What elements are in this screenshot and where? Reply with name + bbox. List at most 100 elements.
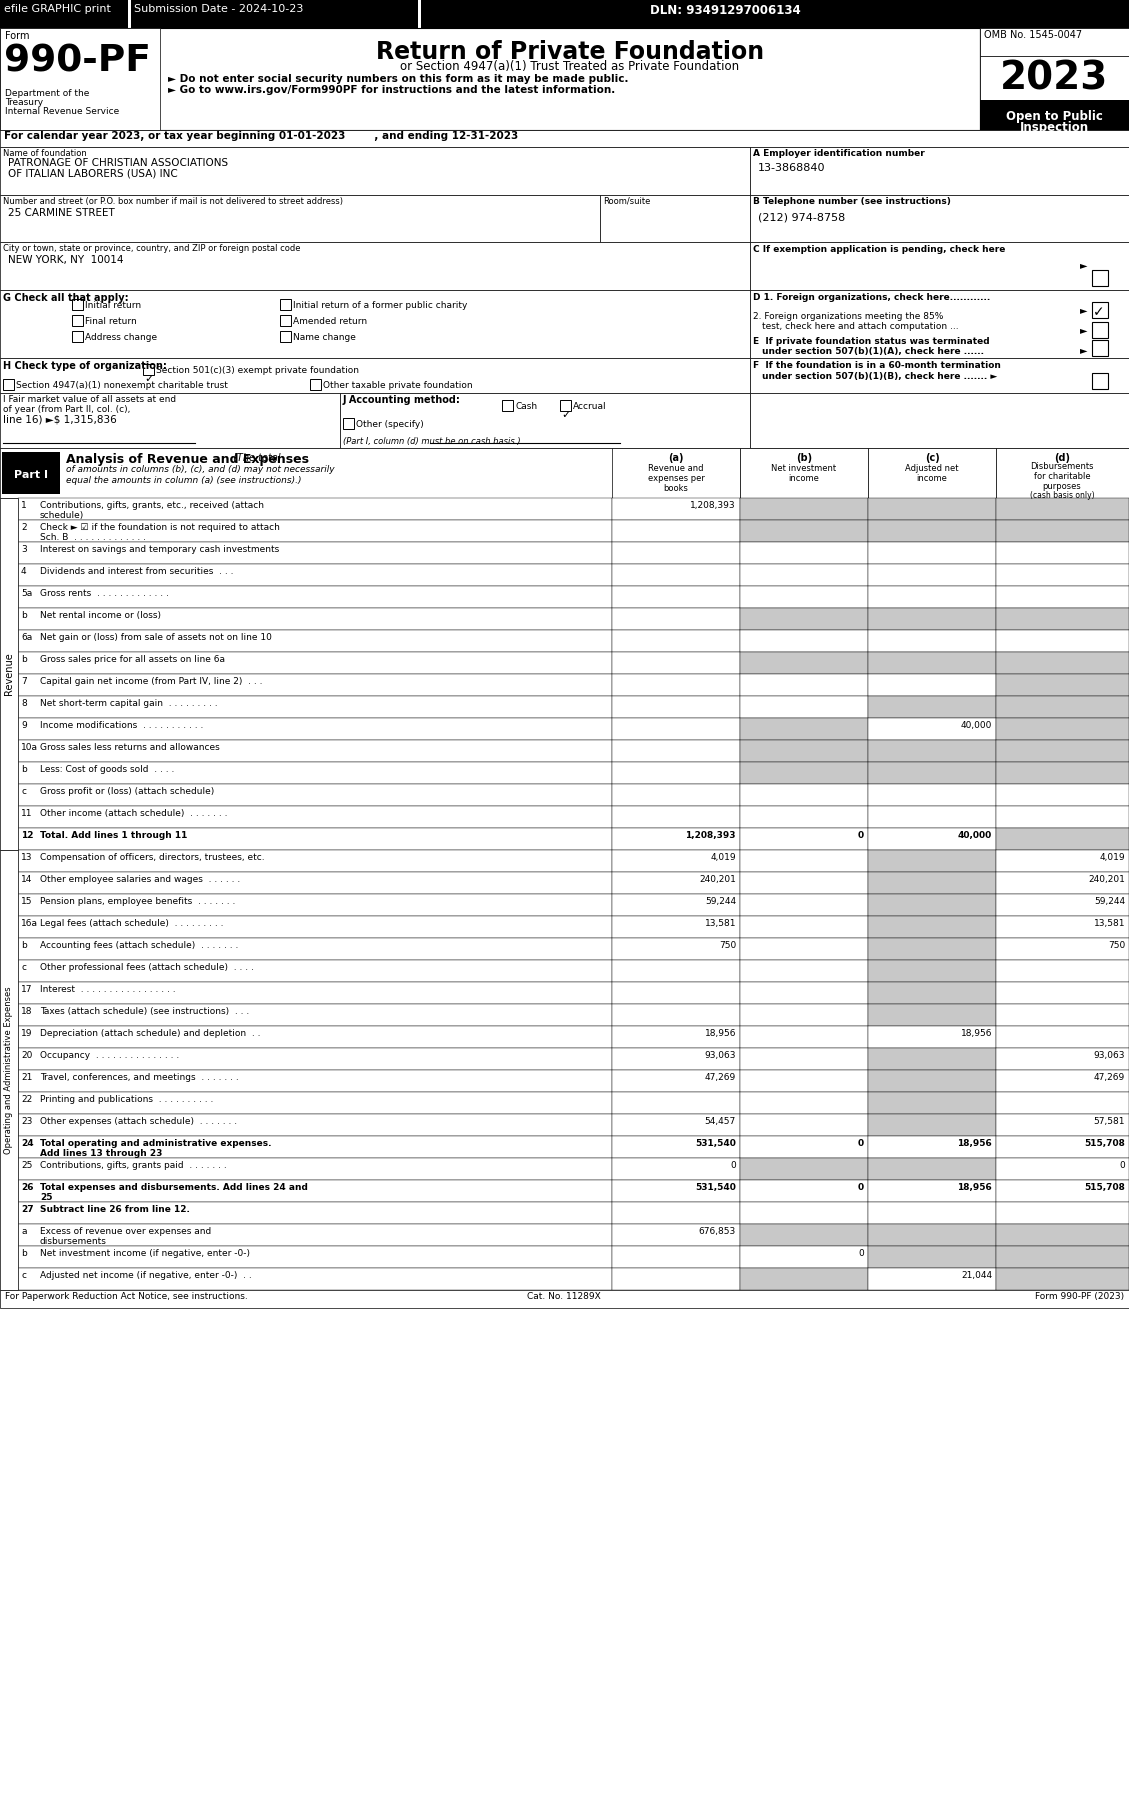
Bar <box>18 872 612 894</box>
Bar <box>1092 340 1108 356</box>
Text: Section 501(c)(3) exempt private foundation: Section 501(c)(3) exempt private foundat… <box>156 367 359 376</box>
Bar <box>739 894 868 915</box>
Bar <box>739 565 868 586</box>
Text: 750: 750 <box>1108 940 1124 949</box>
Text: under section 507(b)(1)(B), check here ....... ►: under section 507(b)(1)(B), check here .… <box>762 372 997 381</box>
Bar <box>739 1158 868 1179</box>
Text: Compensation of officers, directors, trustees, etc.: Compensation of officers, directors, tru… <box>40 852 264 861</box>
Bar <box>3 379 14 390</box>
Text: Disbursements: Disbursements <box>1031 462 1094 471</box>
Bar <box>612 696 739 717</box>
Bar <box>739 541 868 565</box>
Bar <box>612 1158 739 1179</box>
Bar <box>612 1246 739 1268</box>
Text: (Part I, column (d) must be on cash basis.): (Part I, column (d) must be on cash basi… <box>343 437 520 446</box>
Bar <box>868 1268 996 1289</box>
Text: Total expenses and disbursements. Add lines 24 and: Total expenses and disbursements. Add li… <box>40 1183 308 1192</box>
Bar <box>996 1224 1129 1246</box>
Text: c: c <box>21 964 26 973</box>
Text: Dividends and interest from securities  . . .: Dividends and interest from securities .… <box>40 566 234 575</box>
Text: Return of Private Foundation: Return of Private Foundation <box>376 40 764 65</box>
Bar <box>280 331 291 342</box>
Text: equal the amounts in column (a) (see instructions).): equal the amounts in column (a) (see ins… <box>65 476 301 485</box>
Text: Pension plans, employee benefits  . . . . . . .: Pension plans, employee benefits . . . .… <box>40 897 235 906</box>
Text: ✓: ✓ <box>1093 306 1104 318</box>
Bar <box>18 717 612 741</box>
Bar <box>739 784 868 806</box>
Bar <box>996 696 1129 717</box>
Text: 4: 4 <box>21 566 27 575</box>
Bar <box>996 674 1129 696</box>
Text: Open to Public: Open to Public <box>1006 110 1102 122</box>
Text: Treasury: Treasury <box>5 99 43 108</box>
Text: b: b <box>21 611 27 620</box>
Bar <box>418 0 421 29</box>
Text: 4,019: 4,019 <box>1100 852 1124 861</box>
Bar <box>996 829 1129 850</box>
Bar <box>0 0 1129 29</box>
Bar <box>343 417 355 430</box>
Bar <box>739 829 868 850</box>
Bar <box>612 448 739 498</box>
Text: I Fair market value of all assets at end: I Fair market value of all assets at end <box>3 396 176 405</box>
Bar <box>612 1048 739 1070</box>
Bar <box>612 741 739 762</box>
Bar <box>750 394 1129 448</box>
Bar <box>18 850 612 872</box>
Text: 515,708: 515,708 <box>1084 1183 1124 1192</box>
Bar <box>612 915 739 939</box>
Text: J Accounting method:: J Accounting method: <box>343 396 461 405</box>
Bar <box>739 1246 868 1268</box>
Text: Room/suite: Room/suite <box>603 198 650 207</box>
Bar <box>868 1179 996 1203</box>
Bar <box>868 696 996 717</box>
Bar <box>612 1115 739 1136</box>
Text: 18,956: 18,956 <box>957 1183 992 1192</box>
Text: Gross sales price for all assets on line 6a: Gross sales price for all assets on line… <box>40 654 225 663</box>
Text: b: b <box>21 1250 27 1259</box>
Text: Inspection: Inspection <box>1019 120 1088 135</box>
Bar <box>18 498 612 520</box>
Text: 17: 17 <box>21 985 33 994</box>
Bar <box>996 1246 1129 1268</box>
Bar <box>996 1268 1129 1289</box>
Text: 14: 14 <box>21 876 33 885</box>
Bar <box>739 1027 868 1048</box>
Bar <box>18 653 612 674</box>
Text: Address change: Address change <box>85 333 157 342</box>
Bar <box>996 741 1129 762</box>
Text: 0: 0 <box>1119 1162 1124 1170</box>
Bar <box>868 586 996 608</box>
Text: ✓: ✓ <box>561 410 570 421</box>
Bar <box>18 1048 612 1070</box>
Text: (c): (c) <box>925 453 939 464</box>
Bar <box>72 331 84 342</box>
Text: 47,269: 47,269 <box>704 1073 736 1082</box>
Text: a: a <box>21 1226 26 1235</box>
Text: 18: 18 <box>21 1007 33 1016</box>
Bar <box>868 1158 996 1179</box>
Text: Revenue and: Revenue and <box>648 464 703 473</box>
Text: Cash: Cash <box>515 403 537 412</box>
Bar <box>996 1091 1129 1115</box>
Text: H Check type of organization:: H Check type of organization: <box>3 361 167 370</box>
Bar <box>868 448 996 498</box>
Text: Revenue: Revenue <box>5 653 14 696</box>
Text: income: income <box>788 475 820 484</box>
Text: 59,244: 59,244 <box>1094 897 1124 906</box>
Text: (The total: (The total <box>230 453 281 464</box>
Text: Excess of revenue over expenses and: Excess of revenue over expenses and <box>40 1226 211 1235</box>
Bar <box>18 520 612 541</box>
Text: Form 990-PF (2023): Form 990-PF (2023) <box>1035 1293 1124 1302</box>
Text: Income modifications  . . . . . . . . . . .: Income modifications . . . . . . . . . .… <box>40 721 203 730</box>
Bar <box>739 448 868 498</box>
Text: 0: 0 <box>858 1250 864 1259</box>
Text: D 1. Foreign organizations, check here............: D 1. Foreign organizations, check here..… <box>753 293 990 302</box>
Text: ► Do not enter social security numbers on this form as it may be made public.: ► Do not enter social security numbers o… <box>168 74 629 85</box>
Bar <box>0 194 599 243</box>
Bar <box>739 1115 868 1136</box>
Text: 18,956: 18,956 <box>704 1028 736 1037</box>
Bar <box>612 1027 739 1048</box>
Text: For Paperwork Reduction Act Notice, see instructions.: For Paperwork Reduction Act Notice, see … <box>5 1293 247 1302</box>
Text: Operating and Administrative Expenses: Operating and Administrative Expenses <box>5 985 14 1154</box>
